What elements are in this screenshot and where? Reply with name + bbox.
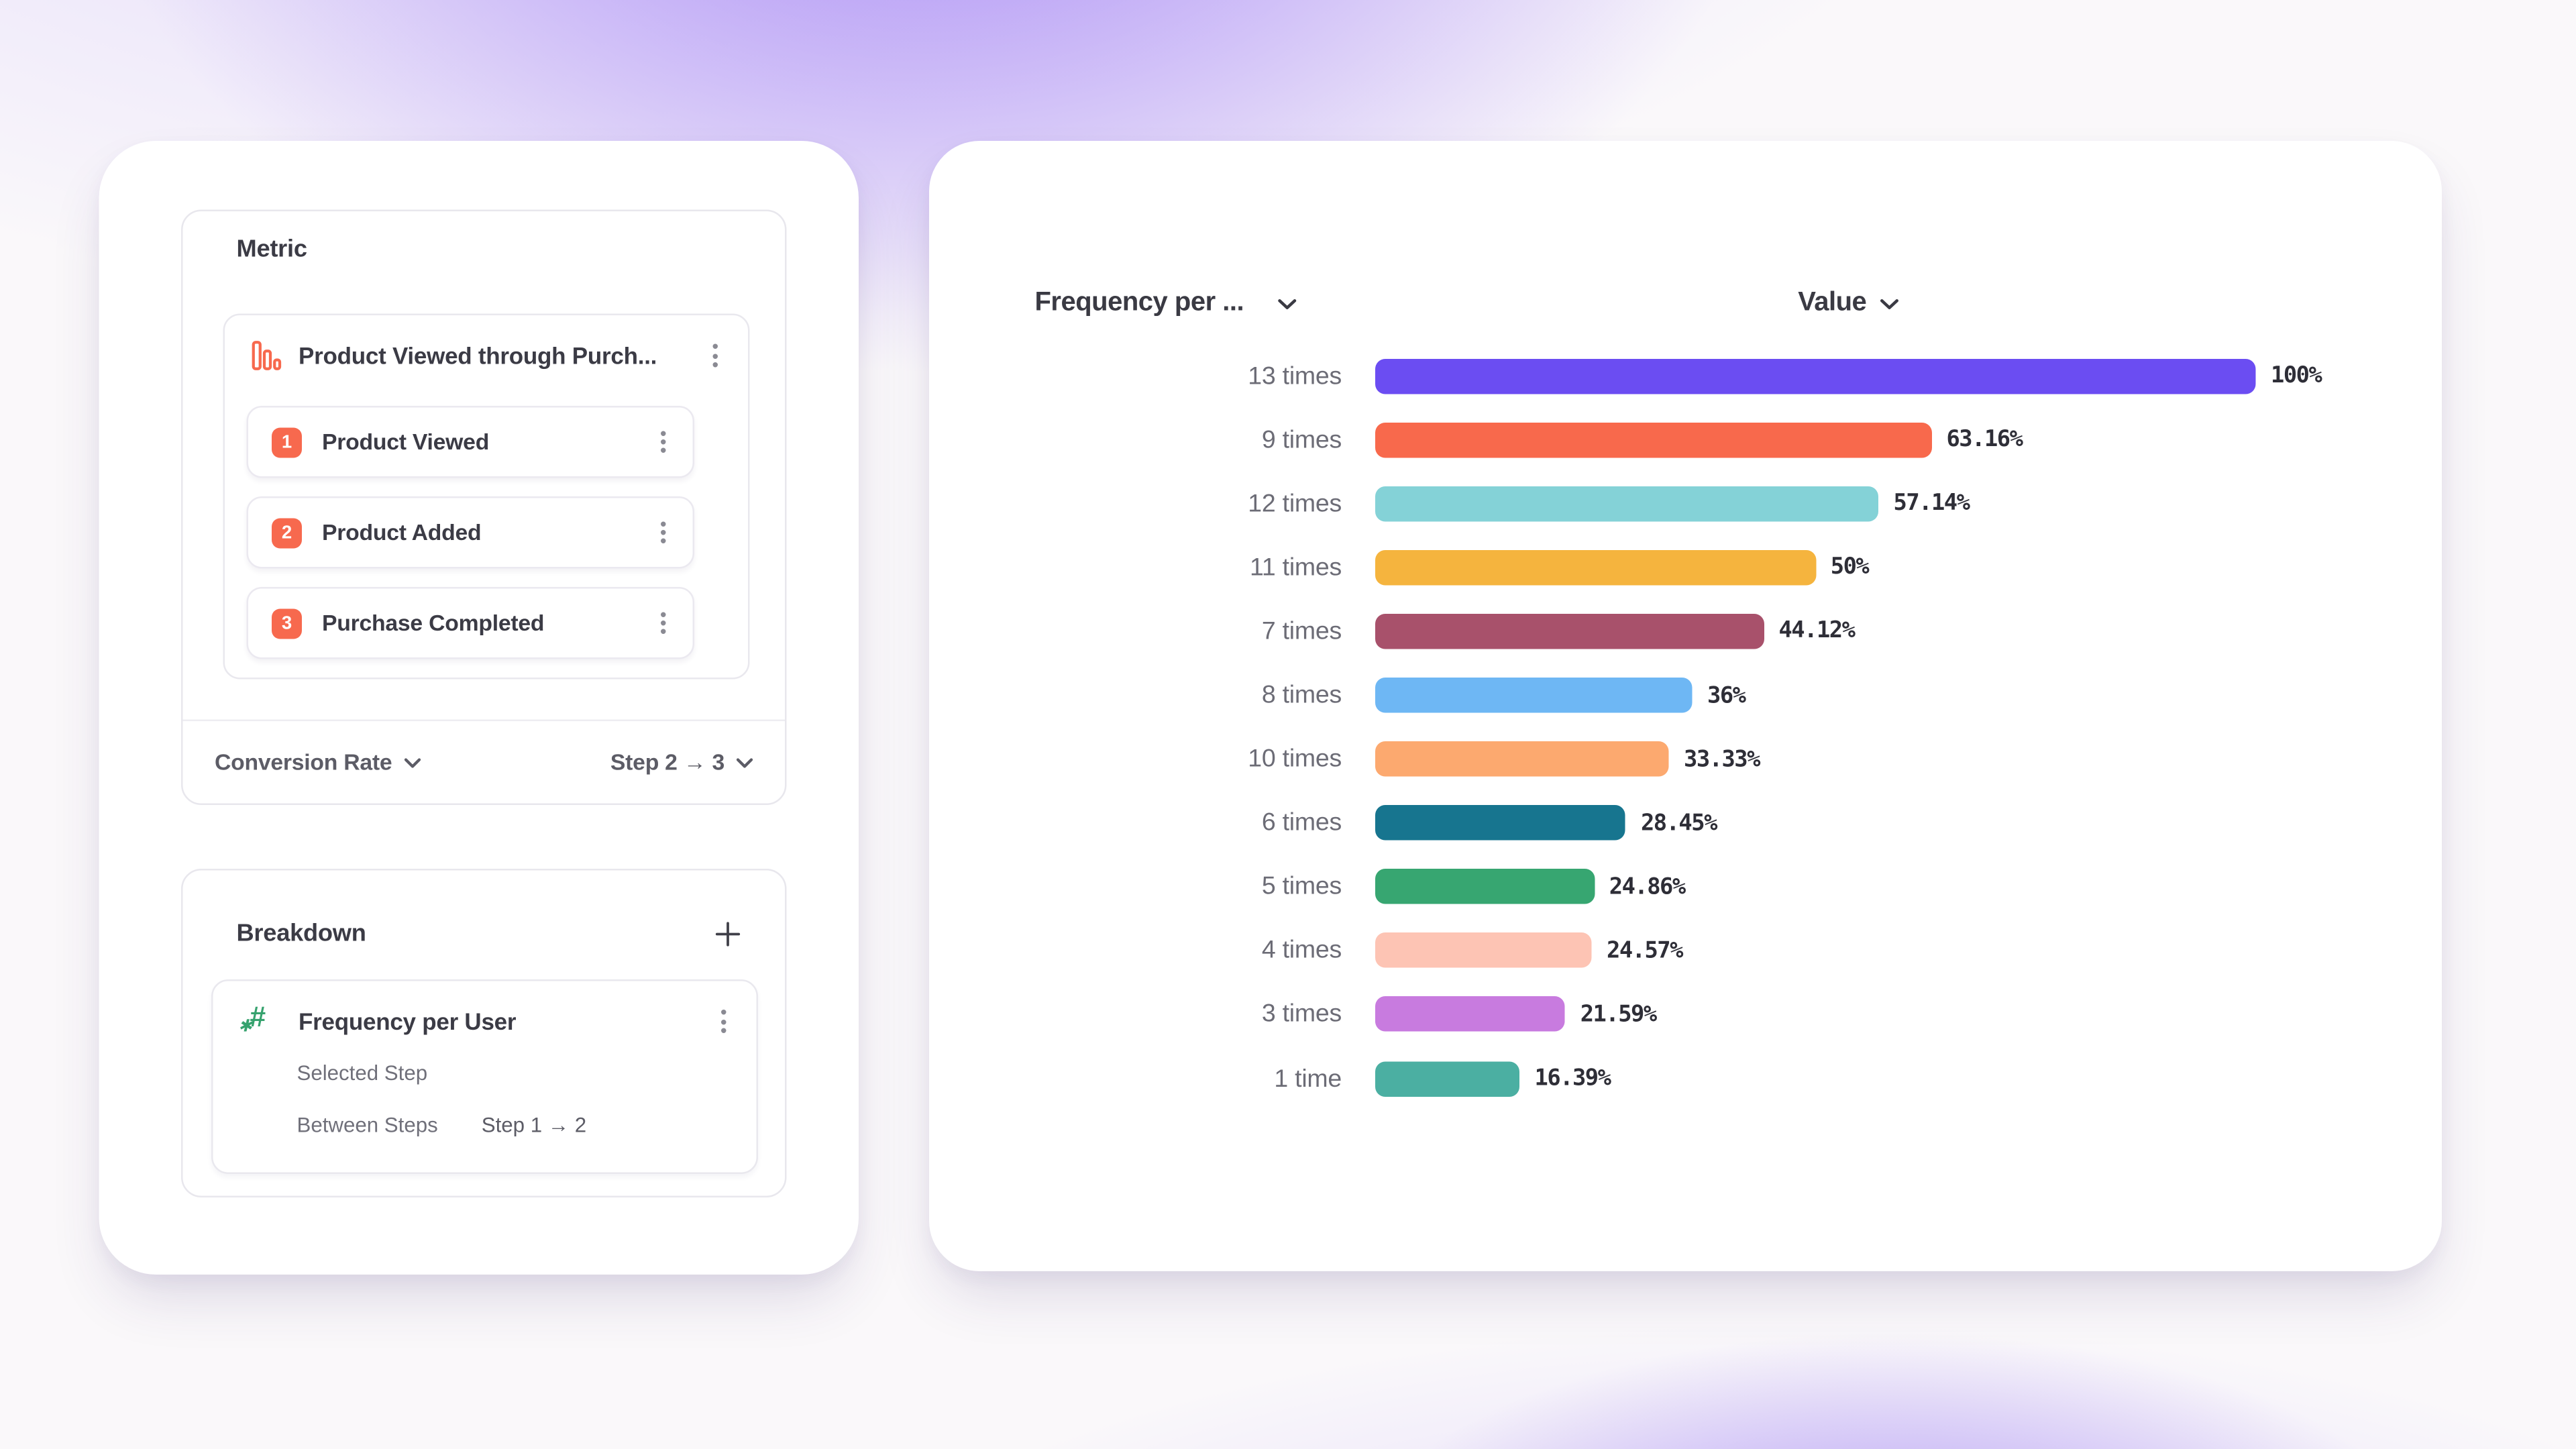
bar-category-label: 3 times [1261, 1000, 1342, 1029]
metric-footer: Conversion Rate Step 2 → 3 [183, 721, 786, 804]
bar[interactable] [1375, 358, 2256, 394]
bar[interactable] [1375, 422, 1931, 458]
metric-footer-divider [182, 719, 785, 721]
bar[interactable] [1375, 1061, 1519, 1096]
bar-category-label: 7 times [1261, 616, 1342, 646]
step-number-badge: 2 [272, 517, 302, 548]
plus-icon [715, 922, 741, 947]
bar-category-label: 13 times [1248, 361, 1342, 390]
bar[interactable] [1375, 932, 1592, 969]
funnel-definition-card: Product Viewed through Purch... 1 Produc… [223, 313, 750, 680]
bar[interactable] [1375, 869, 1595, 905]
bar[interactable] [1375, 997, 1566, 1032]
bar-value-label: 24.57% [1607, 937, 1683, 965]
chart-row: 7 times 44.12% [929, 599, 2442, 663]
step-number-badge: 1 [272, 427, 302, 458]
chart-row: 5 times 24.86% [929, 855, 2442, 918]
bar[interactable] [1375, 613, 1764, 649]
bar-chart: 13 times 100% 9 times 63.16% 12 times 57… [929, 344, 2442, 1111]
metric-section-title: Metric [236, 236, 308, 264]
funnel-steps-list: 1 Product Viewed 2 Product Added 3 Purch… [246, 406, 694, 659]
chevron-down-icon [1880, 298, 1898, 309]
breakdown-item-title: Frequency per User [299, 1008, 517, 1035]
numeric-property-icon: # ✱ [238, 1001, 266, 1037]
chart-row: 11 times 50% [929, 535, 2442, 599]
bar-value-label: 100% [2271, 362, 2322, 390]
add-breakdown-button[interactable] [714, 921, 741, 948]
bar-value-label: 33.33% [1684, 745, 1760, 773]
step-menu-button[interactable] [649, 519, 676, 546]
funnel-bars-icon [252, 341, 282, 371]
breakdown-row-between-steps: Between Steps Step 1 → 2 [297, 1114, 587, 1137]
bar-category-label: 11 times [1250, 553, 1342, 582]
chart-row: 13 times 100% [929, 344, 2442, 408]
breakdown-menu-button[interactable] [710, 1008, 737, 1035]
funnel-step[interactable]: 3 Purchase Completed [246, 587, 694, 659]
bar-value-label: 24.86% [1609, 873, 1686, 900]
bar-category-label: 8 times [1261, 681, 1342, 710]
chart-row: 12 times 57.14% [929, 472, 2442, 535]
bar-category-label: 10 times [1248, 745, 1342, 773]
step-menu-button[interactable] [649, 610, 676, 637]
chart-row: 10 times 33.33% [929, 727, 2442, 791]
chart-panel: Frequency per ... Value 13 times 100% 9 … [929, 141, 2442, 1271]
chart-row: 9 times 63.16% [929, 408, 2442, 472]
chevron-down-icon [1277, 298, 1296, 309]
chevron-down-icon [736, 757, 753, 767]
value-header-dropdown[interactable]: Value [1798, 288, 1898, 319]
query-builder-panel: Metric Product Viewed through Purch... 1 [99, 141, 859, 1275]
funnel-step[interactable]: 1 Product Viewed [246, 406, 694, 478]
breakdown-row-selected-step: Selected Step [297, 1061, 428, 1085]
x-axis-header-dropdown[interactable]: Frequency per ... [1035, 288, 1296, 319]
conversion-rate-dropdown[interactable]: Conversion Rate [215, 750, 421, 775]
breakdown-item-card[interactable]: # ✱ Frequency per User Selected Step Betw… [211, 979, 758, 1174]
step-menu-button[interactable] [649, 429, 676, 455]
bar-value-label: 36% [1707, 682, 1746, 709]
chart-row: 1 time 16.39% [929, 1046, 2442, 1110]
funnel-title: Product Viewed through Purch... [299, 342, 657, 369]
bar[interactable] [1375, 549, 1816, 586]
chart-header-row: Frequency per ... Value [929, 288, 2442, 329]
bar-value-label: 50% [1830, 553, 1870, 581]
bar-category-label: 4 times [1261, 936, 1342, 965]
bar-value-label: 44.12% [1778, 618, 1855, 645]
step-label: Purchase Completed [322, 610, 545, 636]
bar-value-label: 21.59% [1580, 1001, 1657, 1028]
chart-row: 3 times 21.59% [929, 983, 2442, 1046]
bar-category-label: 12 times [1248, 489, 1342, 518]
step-label: Product Viewed [322, 429, 490, 455]
bar-category-label: 1 time [1274, 1064, 1342, 1093]
breakdown-section: Breakdown # ✱ Frequency per User Selected… [181, 869, 787, 1197]
step-label: Product Added [322, 520, 482, 545]
step-number-badge: 3 [272, 608, 302, 639]
bar-value-label: 16.39% [1534, 1065, 1611, 1092]
funnel-menu-button[interactable] [701, 342, 728, 369]
bar[interactable] [1375, 486, 1878, 521]
chart-row: 4 times 24.57% [929, 919, 2442, 983]
bar[interactable] [1375, 678, 1693, 713]
bar-value-label: 63.16% [1946, 426, 2023, 453]
chart-row: 8 times 36% [929, 663, 2442, 727]
bar-category-label: 9 times [1261, 425, 1342, 454]
metric-section: Metric Product Viewed through Purch... 1 [181, 209, 787, 805]
funnel-header-row[interactable]: Product Viewed through Purch... [252, 332, 728, 379]
bar[interactable] [1375, 805, 1626, 841]
bar-value-label: 57.14% [1893, 490, 1970, 517]
bar-value-label: 28.45% [1640, 809, 1717, 837]
bar[interactable] [1375, 741, 1669, 777]
funnel-step[interactable]: 2 Product Added [246, 496, 694, 569]
step-range-dropdown[interactable]: Step 2 → 3 [610, 750, 753, 775]
bar-category-label: 5 times [1261, 872, 1342, 902]
chart-row: 6 times 28.45% [929, 791, 2442, 855]
chevron-down-icon [404, 757, 421, 767]
breakdown-section-title: Breakdown [236, 920, 366, 948]
bar-category-label: 6 times [1261, 808, 1342, 838]
